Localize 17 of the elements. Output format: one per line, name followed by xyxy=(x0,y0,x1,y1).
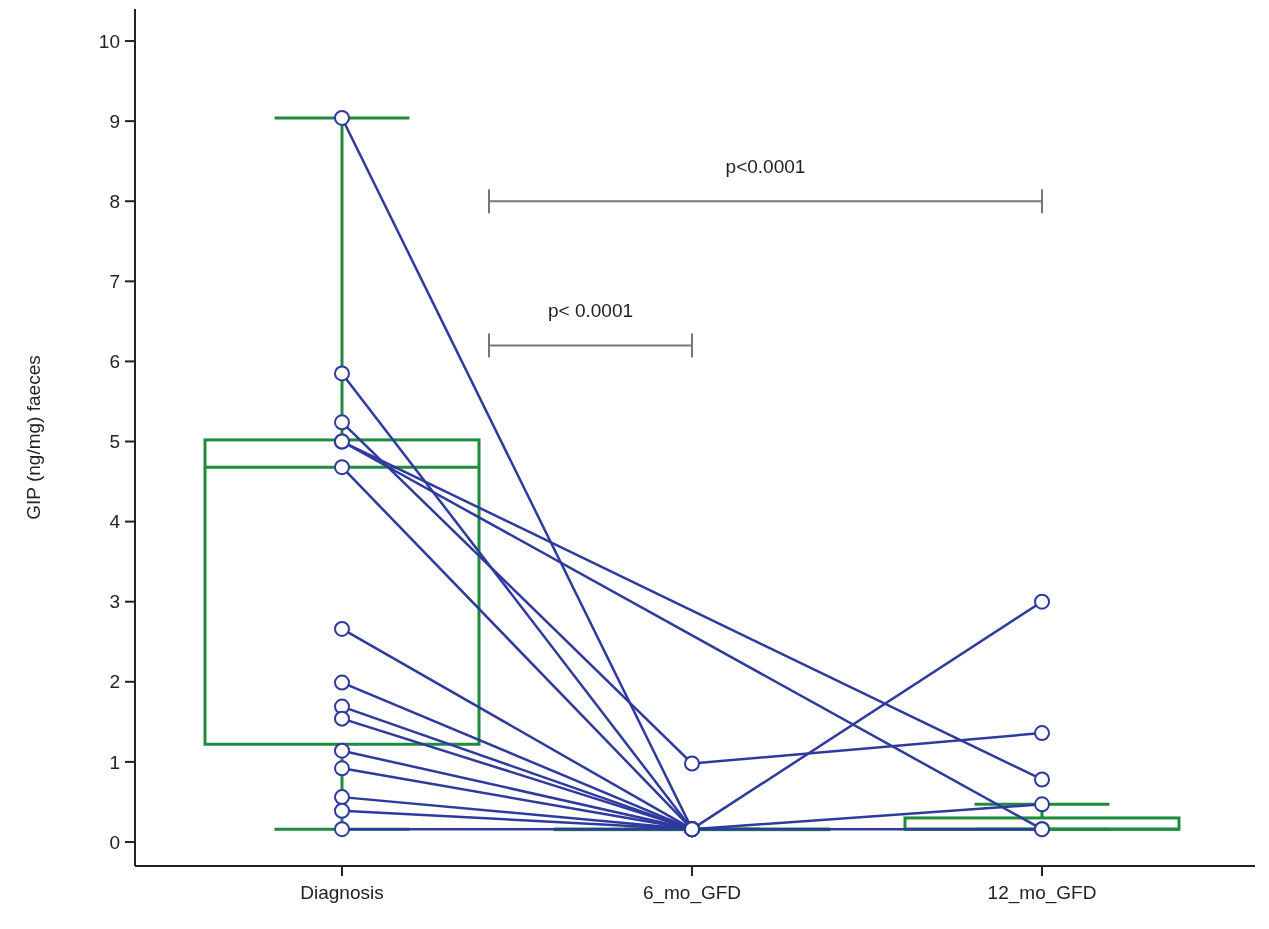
x-tick-label: Diagnosis xyxy=(300,882,384,903)
y-tick-label: 2 xyxy=(109,671,120,693)
y-tick-label: 9 xyxy=(109,110,120,132)
x-tick-label: 12_mo_GFD xyxy=(987,882,1097,904)
y-axis-title: GIP (ng/mg) faeces xyxy=(23,355,44,520)
y-tick-label: 8 xyxy=(109,190,120,212)
y-tick-label: 4 xyxy=(109,511,121,533)
y-tick-label: 6 xyxy=(109,351,120,373)
y-tick-label: 3 xyxy=(109,591,120,613)
y-tick-label: 1 xyxy=(109,751,120,773)
x-tick-label: 6_mo_GFD xyxy=(642,882,742,904)
y-tick-label: 5 xyxy=(109,431,120,453)
annotation: p< 0.0001 xyxy=(547,300,634,322)
annotation: p<0.0001 xyxy=(725,156,806,178)
y-tick-label: 10 xyxy=(98,30,120,52)
y-tick-label: 0 xyxy=(109,831,120,853)
y-tick-label: 7 xyxy=(109,270,120,292)
